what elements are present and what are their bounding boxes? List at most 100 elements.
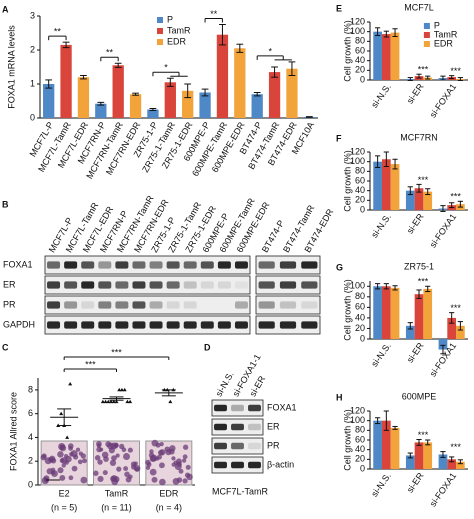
blot-band xyxy=(183,301,197,309)
nucleus xyxy=(121,447,127,453)
x-tick-label: si-N.S. xyxy=(369,82,393,110)
point xyxy=(100,399,105,404)
legend-label: TamR xyxy=(167,25,191,35)
y-axis-label: Cell growth (%) xyxy=(342,279,352,341)
row-label: GAPDH xyxy=(3,319,35,329)
panel-letter: E xyxy=(336,3,342,13)
blot-strip xyxy=(211,399,264,417)
bar xyxy=(438,339,448,350)
y-axis-label: Cell growth (%) xyxy=(342,409,352,471)
significance: *** xyxy=(111,347,122,357)
nucleus xyxy=(96,443,102,449)
point xyxy=(111,399,116,404)
y-axis-label: Cell growth (%) xyxy=(342,20,352,82)
panel-letter: C xyxy=(2,342,9,352)
y-tick-label: 1 xyxy=(30,78,35,88)
blot-band xyxy=(214,404,227,412)
row-label: ER xyxy=(267,421,280,431)
blot-band xyxy=(301,261,318,269)
y-axis-label: FOXA1 Allred score xyxy=(8,392,18,471)
nucleus xyxy=(181,458,187,463)
nucleus xyxy=(164,446,171,453)
bar xyxy=(147,109,159,118)
bar xyxy=(373,286,382,339)
y-tick-label: 0 xyxy=(360,204,365,214)
blot-caption: MCF7L-TamR xyxy=(212,486,269,496)
significance: ** xyxy=(210,9,218,19)
bar xyxy=(164,82,176,118)
blot-band xyxy=(98,321,112,329)
blot-band xyxy=(64,281,78,289)
legend-swatch xyxy=(423,23,430,29)
chart-title: 600MPE xyxy=(402,391,437,401)
significance: * xyxy=(268,46,272,56)
bar xyxy=(43,84,55,118)
nucleus xyxy=(148,452,155,458)
blot-band xyxy=(258,321,275,329)
blot-band xyxy=(64,261,78,269)
blot-band xyxy=(234,281,248,289)
y-tick-label: 60 xyxy=(355,45,365,55)
blot-band xyxy=(132,281,146,289)
point xyxy=(119,387,124,392)
legend-label: TamR xyxy=(434,29,458,39)
blot-band xyxy=(301,281,318,289)
x-tick-label: si-N.S. xyxy=(369,212,393,240)
significance: *** xyxy=(450,66,461,76)
nucleus xyxy=(77,459,83,465)
significance: *** xyxy=(418,65,429,75)
bar xyxy=(456,325,465,339)
nucleus xyxy=(110,475,116,482)
nucleus xyxy=(157,449,164,456)
nucleus xyxy=(151,439,159,447)
nucleus xyxy=(57,467,64,474)
blot-band xyxy=(183,281,197,289)
bar xyxy=(423,442,433,469)
blot-band xyxy=(64,301,78,309)
row-label: FOXA1 xyxy=(267,402,297,412)
bar xyxy=(251,94,263,118)
x-tick-label: E2 xyxy=(59,488,70,498)
blot-band xyxy=(115,321,129,329)
blot-band xyxy=(231,404,244,412)
blot-strip xyxy=(255,295,321,315)
blot-band xyxy=(301,301,318,309)
blot-band xyxy=(214,461,227,469)
panel-letter: A xyxy=(2,4,9,14)
bar xyxy=(129,94,142,118)
blot-band xyxy=(234,261,248,269)
y-axis-label: FOXA1 mRNA levels xyxy=(6,25,16,109)
nucleus xyxy=(68,475,74,481)
significance: *** xyxy=(450,303,461,313)
bar xyxy=(390,287,400,339)
y-axis-label: Cell growth (%) xyxy=(342,150,352,212)
nucleus xyxy=(57,451,64,458)
nucleus xyxy=(94,455,101,461)
legend-swatch xyxy=(157,39,163,45)
blot-band xyxy=(64,321,78,329)
bar xyxy=(414,294,424,339)
nucleus xyxy=(145,465,151,470)
blot-band xyxy=(200,281,214,289)
bar xyxy=(268,72,281,118)
nucleus xyxy=(102,470,108,476)
bar xyxy=(199,92,211,118)
blot-band xyxy=(258,281,275,289)
nucleus xyxy=(168,448,175,455)
bar xyxy=(447,459,457,469)
bar xyxy=(381,159,391,210)
blot-band xyxy=(166,281,180,289)
point xyxy=(59,411,64,416)
chart-title: MCF7RN xyxy=(400,132,438,142)
bar xyxy=(234,48,246,118)
bar xyxy=(381,34,391,80)
nucleus xyxy=(134,467,140,472)
y-tick-label: 60 xyxy=(355,434,365,444)
nucleus xyxy=(124,471,130,478)
legend-label: EDR xyxy=(434,38,454,48)
group-size: (n = 5) xyxy=(51,502,77,512)
y-tick-label: 2 xyxy=(28,456,33,466)
blot-band xyxy=(132,321,146,329)
point xyxy=(68,381,73,386)
bar xyxy=(423,288,433,339)
